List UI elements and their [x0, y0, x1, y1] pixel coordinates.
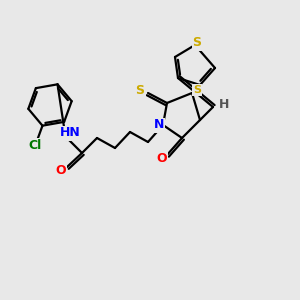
Text: N: N	[154, 118, 164, 131]
Text: O: O	[56, 164, 66, 176]
Text: H: H	[219, 98, 229, 112]
Text: Cl: Cl	[29, 139, 42, 152]
Text: S: S	[193, 37, 202, 50]
Text: S: S	[193, 85, 201, 95]
Text: S: S	[136, 85, 145, 98]
Text: HN: HN	[60, 127, 80, 140]
Text: O: O	[157, 152, 167, 166]
